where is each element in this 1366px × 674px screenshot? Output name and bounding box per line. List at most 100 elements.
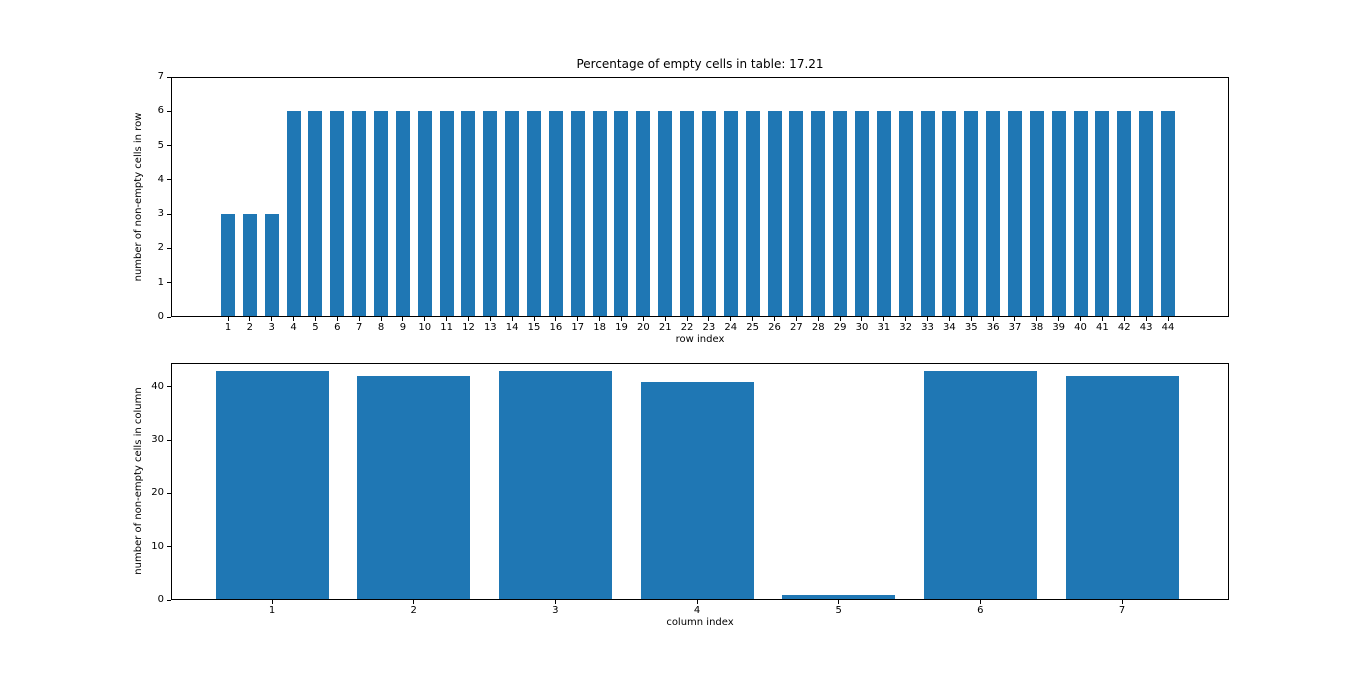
bar bbox=[242, 214, 257, 317]
x-tick-mark bbox=[642, 317, 644, 321]
y-tick-mark bbox=[167, 213, 171, 215]
x-tick-mark bbox=[577, 317, 579, 321]
x-tick-label: 36 bbox=[986, 322, 1000, 333]
bar bbox=[352, 111, 367, 317]
x-tick-label: 15 bbox=[527, 322, 541, 333]
y-tick-mark bbox=[167, 316, 171, 318]
x-tick-label: 38 bbox=[1030, 322, 1044, 333]
x-tick-mark bbox=[402, 317, 404, 321]
x-tick-mark bbox=[554, 600, 556, 604]
y-tick-mark bbox=[167, 110, 171, 112]
x-tick-label: 1 bbox=[224, 322, 232, 333]
x-tick-label: 30 bbox=[855, 322, 869, 333]
x-tick-label: 28 bbox=[811, 322, 825, 333]
y-tick-label: 4 bbox=[157, 173, 164, 185]
bar bbox=[1007, 111, 1022, 317]
bar bbox=[461, 111, 476, 317]
bar bbox=[986, 111, 1001, 317]
x-tick-label: 13 bbox=[483, 322, 497, 333]
y-tick-label: 1 bbox=[157, 276, 164, 288]
y-tick-label: 20 bbox=[151, 487, 164, 499]
bar bbox=[330, 111, 345, 317]
x-tick-mark bbox=[838, 600, 840, 604]
bar bbox=[811, 111, 826, 317]
x-tick-label: 8 bbox=[377, 322, 385, 333]
x-tick-mark bbox=[1167, 317, 1169, 321]
bar bbox=[1051, 111, 1066, 317]
x-tick-label: 16 bbox=[549, 322, 563, 333]
bar bbox=[640, 381, 754, 600]
x-tick-mark bbox=[1058, 317, 1060, 321]
x-tick-mark bbox=[1080, 317, 1082, 321]
x-tick-label: 42 bbox=[1117, 322, 1131, 333]
bar bbox=[1065, 376, 1179, 600]
x-tick-label: 33 bbox=[921, 322, 934, 333]
y-tick-label: 3 bbox=[157, 208, 164, 220]
x-tick-label: 12 bbox=[462, 322, 475, 333]
y-tick-label: 30 bbox=[151, 434, 164, 446]
bar bbox=[942, 111, 957, 317]
x-tick-label: 29 bbox=[833, 322, 847, 333]
y-tick-label: 5 bbox=[157, 139, 164, 151]
row-chart-y-axis-label: number of non-empty cells in row bbox=[133, 112, 144, 282]
x-tick-label: 11 bbox=[440, 322, 453, 333]
bar bbox=[1095, 111, 1110, 317]
bar bbox=[548, 111, 563, 317]
x-tick-label: 26 bbox=[768, 322, 781, 333]
x-tick-mark bbox=[883, 317, 885, 321]
bar bbox=[723, 111, 738, 317]
x-tick-mark bbox=[227, 317, 229, 321]
y-tick-mark bbox=[167, 386, 171, 388]
x-tick-label: 32 bbox=[899, 322, 913, 333]
bar bbox=[923, 370, 1037, 600]
bar bbox=[701, 111, 716, 317]
x-tick-mark bbox=[293, 317, 295, 321]
x-tick-mark bbox=[664, 317, 666, 321]
bar bbox=[395, 111, 410, 317]
x-tick-label: 20 bbox=[636, 322, 650, 333]
x-tick-label: 7 bbox=[1118, 605, 1126, 616]
x-tick-mark bbox=[1014, 317, 1016, 321]
x-tick-mark bbox=[861, 317, 863, 321]
y-tick-mark bbox=[167, 76, 171, 78]
y-tick-mark bbox=[167, 282, 171, 284]
x-tick-label: 6 bbox=[977, 605, 984, 616]
bar bbox=[782, 594, 896, 600]
bar bbox=[745, 111, 760, 317]
x-tick-mark bbox=[686, 317, 688, 321]
x-tick-mark bbox=[905, 317, 907, 321]
bar bbox=[1073, 111, 1088, 317]
bar bbox=[876, 111, 891, 317]
y-tick-label: 0 bbox=[157, 311, 164, 322]
x-tick-mark bbox=[599, 317, 601, 321]
x-tick-mark bbox=[620, 317, 622, 321]
bar bbox=[221, 214, 235, 317]
bar bbox=[1117, 111, 1132, 317]
y-tick-label: 6 bbox=[157, 105, 164, 117]
x-tick-mark bbox=[271, 317, 273, 321]
bar bbox=[833, 111, 848, 317]
bar bbox=[357, 376, 471, 600]
x-tick-mark bbox=[467, 317, 469, 321]
bar bbox=[789, 111, 804, 317]
x-tick-label: 3 bbox=[552, 605, 559, 616]
x-tick-label: 19 bbox=[615, 322, 628, 333]
y-tick-label: 40 bbox=[151, 380, 164, 392]
bar bbox=[1029, 111, 1044, 317]
bar bbox=[374, 111, 389, 317]
x-tick-label: 31 bbox=[877, 322, 891, 333]
bar bbox=[505, 111, 520, 317]
x-tick-label: 18 bbox=[593, 322, 606, 333]
bar bbox=[920, 111, 935, 317]
bar bbox=[264, 214, 279, 317]
x-tick-mark bbox=[424, 317, 426, 321]
y-tick-label: 0 bbox=[157, 594, 164, 605]
x-tick-label: 10 bbox=[418, 322, 432, 333]
bar bbox=[898, 111, 913, 317]
x-tick-label: 7 bbox=[355, 322, 363, 333]
x-tick-mark bbox=[249, 317, 251, 321]
x-tick-mark bbox=[795, 317, 797, 321]
y-tick-mark bbox=[167, 546, 171, 548]
x-tick-mark bbox=[1101, 317, 1103, 321]
